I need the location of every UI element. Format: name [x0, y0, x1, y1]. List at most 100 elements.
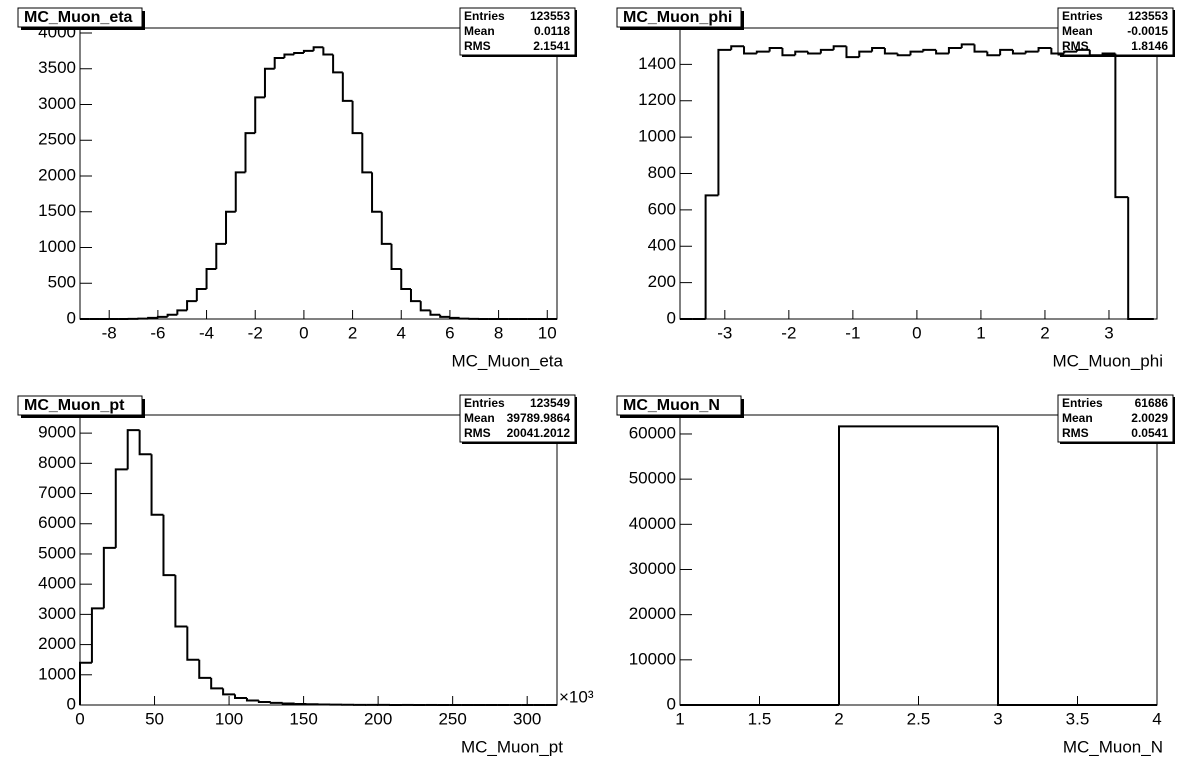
x-tick-label: -1 — [845, 323, 860, 342]
histogram-bin — [409, 288, 421, 303]
x-tick-label: 3.5 — [1066, 709, 1090, 728]
histogram-bin — [1050, 48, 1065, 55]
y-tick-label: 3000 — [38, 604, 76, 623]
y-tick-label: 30000 — [629, 559, 676, 578]
title-box — [616, 395, 742, 416]
histogram-bin — [1037, 47, 1052, 52]
histogram-bin — [332, 54, 343, 74]
histogram-bin — [807, 51, 821, 55]
histogram-bin — [768, 47, 783, 52]
chart-title: MC_Muon_eta — [24, 9, 133, 26]
histogram-bin — [176, 309, 188, 315]
title-box — [616, 7, 742, 28]
histogram-pad: 0 1000 2000 3000 4000 5000 6000 7000 8000 9000 0 50… — [17, 394, 594, 756]
histogram-bin — [283, 53, 295, 59]
x-tick-label: 150 — [289, 709, 317, 728]
histogram-bin — [186, 300, 197, 311]
histogram-bin — [1075, 48, 1090, 52]
histogram-bin — [90, 607, 104, 663]
y-tick-label: 7000 — [38, 483, 76, 502]
histogram-bin — [819, 48, 834, 54]
histogram-bin — [351, 100, 363, 135]
y-tick-label: 1000 — [38, 664, 76, 683]
histogram-bin — [244, 132, 256, 173]
y-tick-label: 1500 — [38, 201, 76, 220]
x-tick-label: 2 — [834, 709, 843, 728]
y-tick-label: 20000 — [629, 604, 676, 623]
y-tick-label: 6000 — [38, 513, 76, 532]
histogram-pad: 0 200 400 600 800 1000 1200 1400 -3 -2 -1 0 1 2 3 MC_Mu… — [616, 7, 1175, 370]
stats-value: 0.0118 — [534, 24, 570, 38]
x-tick-label: -2 — [248, 323, 263, 342]
stats-value: 2.0029 — [1131, 411, 1168, 425]
x-tick-label: -6 — [150, 323, 165, 342]
x-axis-label: MC_Muon_eta — [451, 351, 563, 370]
histogram-bin — [312, 46, 324, 51]
stats-box — [459, 394, 576, 443]
histogram-bin — [210, 677, 224, 690]
stats-value: 39789.9864 — [507, 411, 571, 425]
chart-title: MC_Muon_pt — [24, 397, 125, 414]
x-tick-label: 250 — [438, 709, 466, 728]
histogram-bin — [999, 48, 1013, 56]
histogram-bin — [896, 53, 911, 57]
histogram-bin — [730, 45, 745, 50]
x-tick-label: -4 — [199, 323, 214, 342]
stats-label: Entries — [464, 9, 505, 23]
stats-value: 123549 — [530, 396, 570, 410]
x-tick-label: 4 — [397, 323, 406, 342]
x-axis-label: MC_Muon_phi — [1052, 351, 1163, 370]
histogram-bin — [293, 52, 304, 55]
histogram-bin — [845, 46, 860, 59]
x-tick-label: 1 — [675, 709, 684, 728]
x-tick-label: 50 — [145, 709, 164, 728]
histogram-bin — [1114, 53, 1129, 199]
histogram-bin — [234, 171, 246, 212]
histogram-bin — [222, 688, 236, 696]
x-tick-label: 100 — [215, 709, 243, 728]
x-tick-label: 4 — [1152, 709, 1161, 728]
x-tick-label: 8 — [494, 323, 503, 342]
histogram-bin — [371, 172, 382, 213]
stats-value: 2.1541 — [533, 39, 570, 53]
title-box — [17, 7, 143, 28]
histogram-bin — [986, 51, 1001, 57]
y-tick-label: 10000 — [629, 649, 676, 668]
stats-label: Mean — [1062, 411, 1093, 425]
y-tick-label: 3500 — [38, 58, 76, 77]
x-tick-label: 1.5 — [748, 709, 772, 728]
histogram-bin — [273, 57, 285, 69]
stats-label: Mean — [1062, 24, 1093, 38]
x-tick-label: 300 — [513, 709, 541, 728]
y-tick-label: 1400 — [638, 54, 676, 73]
y-tick-label: 0 — [667, 308, 676, 327]
y-tick-label: 1000 — [38, 237, 76, 256]
y-tick-label: 3000 — [38, 94, 76, 113]
chart-title: MC_Muon_N — [623, 397, 720, 414]
histogram-bin — [400, 268, 411, 290]
x-tick-label: -2 — [781, 323, 796, 342]
stats-label: Entries — [1062, 396, 1103, 410]
stats-box — [1057, 394, 1174, 443]
histogram-bin — [166, 313, 178, 317]
x-tick-label: 3 — [1104, 323, 1113, 342]
histogram-bin — [858, 50, 873, 58]
x-tick-label: 3 — [993, 709, 1002, 728]
y-tick-label: 8000 — [38, 453, 76, 472]
title-box — [17, 395, 143, 416]
histogram-bin — [269, 701, 283, 704]
y-tick-label: 1000 — [638, 127, 676, 146]
histogram-bin — [205, 267, 217, 289]
stats-label: Mean — [464, 24, 495, 38]
histogram-bin — [429, 310, 441, 316]
y-tick-label: 4000 — [38, 574, 76, 593]
histogram-bin — [150, 454, 164, 516]
histogram-bin — [361, 133, 373, 174]
stats-label: Mean — [464, 411, 495, 425]
y-tick-label: 400 — [648, 236, 676, 255]
histogram-bin — [114, 468, 128, 548]
y-tick-label: 1200 — [638, 90, 676, 109]
histogram-bin — [717, 48, 732, 196]
